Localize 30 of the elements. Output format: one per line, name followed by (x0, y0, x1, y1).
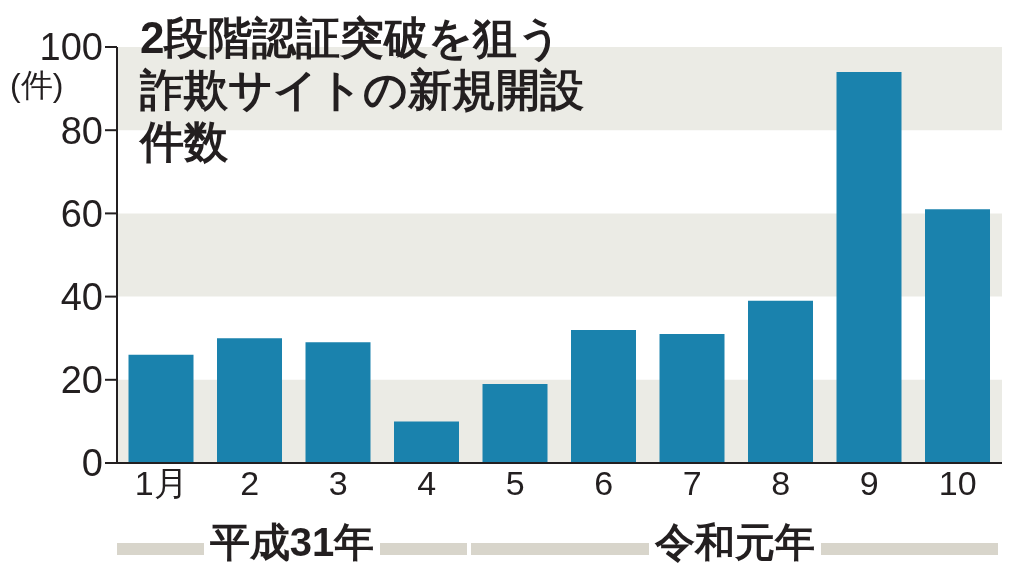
x-tick-label: 3 (328, 464, 348, 503)
bar (482, 383, 548, 463)
chart-title: 2段階認証突破を狙う詐欺サイトの新規開設件数 (140, 12, 585, 168)
x-tick-label: 1月 (134, 464, 188, 503)
bar (659, 334, 725, 463)
x-tick-label: 8 (771, 464, 791, 503)
x-tick-label: 6 (594, 464, 614, 503)
bar (925, 209, 991, 463)
y-tick-label: 100 (39, 26, 103, 69)
bar (305, 342, 371, 463)
y-tick-label: 60 (60, 192, 103, 235)
bar (217, 338, 283, 463)
bar (394, 421, 460, 463)
bar (836, 71, 902, 463)
y-tick-label: 40 (60, 276, 103, 319)
y-tick-label: 20 (60, 359, 103, 402)
text: 平成31年 (203, 520, 381, 564)
y-tick-label: 0 (81, 442, 103, 485)
x-tick-label: 4 (417, 464, 437, 503)
x-tick-label: 7 (682, 464, 702, 503)
bar (571, 329, 637, 463)
x-tick-label: 5 (505, 464, 525, 503)
x-tick-label: 10 (938, 464, 977, 503)
bar (128, 354, 194, 463)
x-tick-label: 9 (859, 464, 879, 503)
text: 令和元年 (648, 520, 821, 564)
bar (748, 300, 814, 463)
y-axis-title: (件) (10, 66, 64, 105)
y-tick-label: 80 (60, 109, 103, 152)
x-tick-label: 2 (240, 464, 260, 503)
